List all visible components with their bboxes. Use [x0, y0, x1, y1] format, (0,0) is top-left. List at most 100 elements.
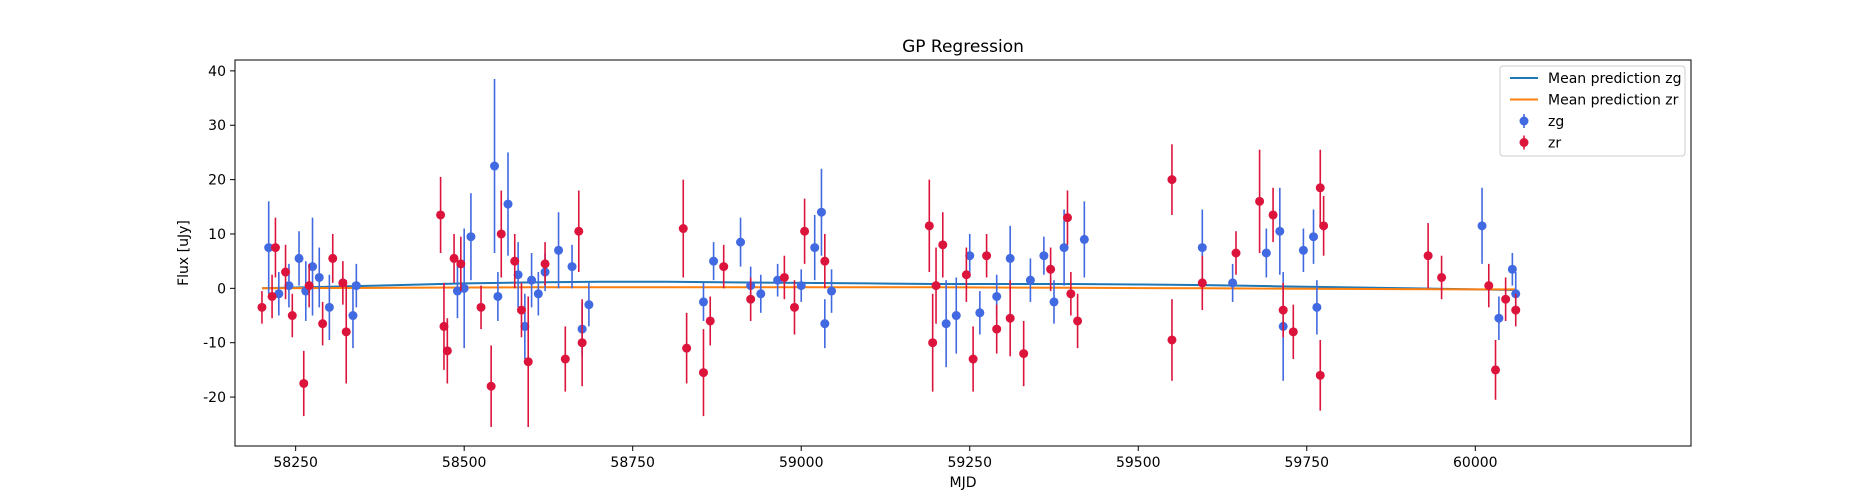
legend-label: Mean prediction zr: [1548, 93, 1679, 109]
data-point: [577, 338, 587, 348]
legend: Mean prediction zg Mean prediction zr zg zr: [1499, 65, 1686, 157]
data-point: [941, 319, 951, 329]
x-tick-label: 59750: [1285, 455, 1330, 471]
data-point: [1062, 213, 1072, 223]
data-point: [816, 207, 826, 217]
y-tick-label: 30: [208, 118, 226, 134]
data-point: [1268, 210, 1278, 220]
data-point: [705, 316, 715, 326]
data-point: [928, 338, 938, 348]
data-point: [304, 281, 314, 291]
data-point: [456, 259, 466, 269]
data-point: [1501, 294, 1511, 304]
data-point: [281, 267, 291, 277]
data-point: [773, 275, 783, 285]
data-point: [800, 226, 810, 236]
x-tick-label: 58250: [273, 455, 318, 471]
data-point: [746, 294, 756, 304]
data-point: [1319, 221, 1329, 231]
data-point: [1046, 264, 1056, 274]
data-point: [756, 289, 766, 299]
data-point: [294, 253, 304, 263]
data-point: [1312, 302, 1322, 312]
axis-ticks: 58250 58500 58750 59000 59250 59500 59750 60000…: [203, 64, 1497, 471]
data-point: [466, 232, 476, 242]
legend-marker-swatch: [1519, 116, 1529, 126]
data-point: [1278, 305, 1288, 315]
data-point: [308, 262, 318, 272]
data-point: [1484, 281, 1494, 291]
data-point: [1079, 234, 1089, 244]
chart-title: GP Regression: [902, 37, 1024, 57]
data-point: [284, 281, 294, 291]
data-point: [274, 289, 284, 299]
data-point: [1005, 253, 1015, 263]
data-point: [1197, 243, 1207, 253]
data-point: [789, 302, 799, 312]
data-point: [682, 343, 692, 353]
data-point: [1309, 232, 1319, 242]
data-point: [1167, 175, 1177, 185]
legend-label: Mean prediction zg: [1548, 71, 1682, 87]
data-point: [264, 243, 274, 253]
data-point: [533, 289, 543, 299]
legend-box: [1499, 65, 1686, 157]
x-tick-label: 60000: [1453, 455, 1498, 471]
data-point: [257, 302, 267, 312]
data-point: [992, 324, 1002, 334]
data-point: [1275, 226, 1285, 236]
data-point: [810, 243, 820, 253]
data-point: [698, 297, 708, 307]
data-point: [1511, 305, 1521, 315]
data-point: [1437, 272, 1447, 282]
data-point: [1073, 316, 1083, 326]
data-point: [523, 357, 533, 367]
data-point: [1197, 278, 1207, 288]
y-tick-label: 20: [208, 173, 226, 189]
data-point: [496, 229, 506, 239]
data-point: [1025, 275, 1035, 285]
data-point: [968, 354, 978, 364]
legend-label: zr: [1548, 136, 1561, 152]
data-point: [1019, 349, 1029, 359]
series-points-zr: [257, 144, 1521, 427]
data-point: [1315, 370, 1325, 380]
x-tick-label: 58500: [442, 455, 487, 471]
data-point: [1423, 251, 1433, 261]
y-tick-label: -10: [203, 336, 226, 352]
data-point: [338, 278, 348, 288]
data-point: [267, 291, 277, 301]
data-point: [452, 286, 462, 296]
data-point: [436, 210, 446, 220]
data-point: [975, 308, 985, 318]
data-point: [951, 311, 961, 321]
data-point: [270, 243, 280, 253]
data-point: [698, 368, 708, 378]
data-point: [1491, 365, 1501, 375]
data-point: [1298, 245, 1308, 255]
data-point: [527, 275, 537, 285]
data-point: [1494, 313, 1504, 323]
x-tick-label: 59500: [1116, 455, 1161, 471]
y-tick-label: 40: [208, 64, 226, 80]
data-point: [520, 321, 530, 331]
data-point: [1507, 264, 1517, 274]
data-point: [341, 327, 351, 337]
data-point: [459, 283, 469, 293]
x-tick-label: 58750: [610, 455, 655, 471]
data-point: [1288, 327, 1298, 337]
legend-marker-swatch: [1519, 138, 1529, 147]
data-point: [567, 262, 577, 272]
data-point: [779, 272, 789, 282]
data-point: [503, 199, 513, 209]
data-point: [796, 281, 806, 291]
data-point: [351, 281, 361, 291]
data-point: [982, 251, 992, 261]
data-point: [449, 253, 459, 263]
data-point: [439, 321, 449, 331]
data-point: [476, 302, 486, 312]
x-axis-label: MJD: [950, 475, 977, 491]
data-points: [257, 79, 1521, 427]
